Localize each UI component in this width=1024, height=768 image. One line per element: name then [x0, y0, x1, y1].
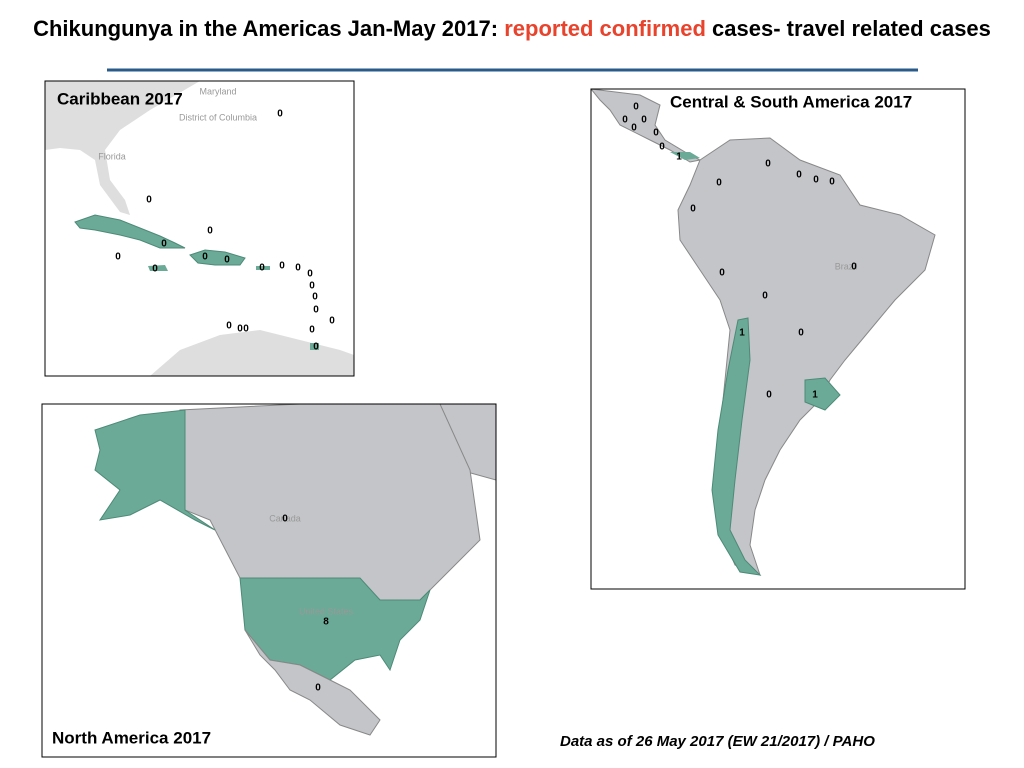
case-count: 0: [631, 123, 637, 134]
case-count: 0: [309, 325, 315, 336]
case-count: 0: [762, 291, 768, 302]
north-america-map: [42, 404, 496, 757]
case-count: 0: [765, 159, 771, 170]
title-highlight: reported confirmed: [504, 16, 706, 41]
case-count: 0: [622, 115, 628, 126]
south-america-map: [591, 89, 965, 589]
case-count: 0: [161, 239, 167, 250]
north-america-frame: [41, 403, 497, 758]
case-count: 0: [295, 263, 301, 274]
case-count: 1: [676, 152, 682, 163]
title-lead: Chikungunya in the Americas Jan-May 2017…: [33, 16, 499, 41]
case-count: 0: [690, 204, 696, 215]
case-count: 0: [653, 128, 659, 139]
case-count: 0: [243, 324, 249, 335]
case-count: 0: [313, 305, 319, 316]
case-count: 0: [309, 281, 315, 292]
place-label: Florida: [98, 151, 126, 161]
case-count: 0: [152, 264, 158, 275]
case-count: 0: [813, 175, 819, 186]
case-count: 0: [115, 252, 121, 263]
case-count: 0: [659, 142, 665, 153]
case-count: 0: [796, 170, 802, 181]
case-count: 0: [313, 342, 319, 353]
case-count: 0: [329, 316, 335, 327]
case-count: 0: [798, 328, 804, 339]
place-label: United States: [299, 606, 354, 616]
case-count: 0: [146, 195, 152, 206]
place-label: Brazil: [835, 261, 858, 271]
case-count: 8: [323, 617, 329, 628]
case-count: 0: [315, 683, 321, 694]
case-count: 0: [307, 269, 313, 280]
title-tail: cases- travel related cases: [712, 16, 991, 41]
place-label: Maryland: [199, 86, 236, 96]
footnote: Data as of 26 May 2017 (EW 21/2017) / PA…: [560, 733, 875, 750]
case-count: 0: [766, 390, 772, 401]
case-count: 0: [279, 261, 285, 272]
map-title: North America 2017: [52, 728, 211, 747]
case-count: 0: [716, 178, 722, 189]
case-count: 0: [207, 226, 213, 237]
case-count: 0: [719, 268, 725, 279]
case-count: 0: [829, 177, 835, 188]
case-count: 1: [812, 390, 818, 401]
case-count: 0: [282, 514, 288, 525]
case-count: 0: [224, 255, 230, 266]
map-title: Central & South America 2017: [670, 92, 912, 111]
south-america-frame: [590, 88, 966, 590]
case-count: 0: [641, 115, 647, 126]
case-count: 0: [851, 262, 857, 273]
case-count: 0: [202, 252, 208, 263]
place-label: District of Columbia: [179, 112, 257, 122]
case-count: 0: [277, 109, 283, 120]
case-count: 0: [226, 321, 232, 332]
title: Chikungunya in the Americas Jan-May 2017…: [12, 14, 1012, 43]
map-title: Caribbean 2017: [57, 89, 183, 108]
case-count: 0: [633, 102, 639, 113]
case-count: 0: [237, 324, 243, 335]
place-label: Canada: [269, 513, 301, 523]
case-count: 0: [312, 292, 318, 303]
case-count: 1: [739, 328, 745, 339]
caribbean-frame: [44, 80, 355, 377]
case-count: 0: [259, 263, 265, 274]
caribbean-map: [45, 81, 354, 376]
